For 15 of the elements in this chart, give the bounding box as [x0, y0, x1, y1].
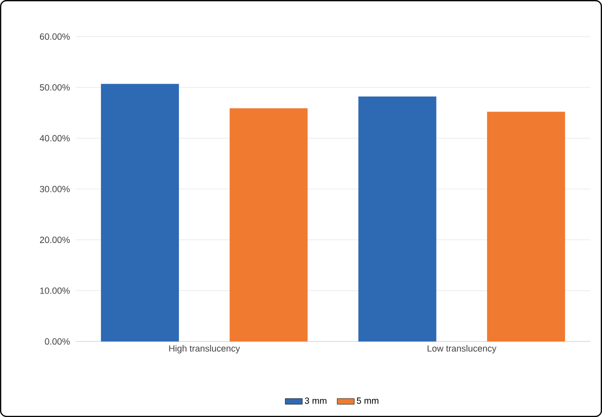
y-tick-label: 10.00%: [40, 287, 70, 294]
bar: [358, 96, 436, 342]
y-tick-label: 40.00%: [40, 135, 70, 142]
legend-label: 5 mm: [356, 398, 378, 404]
y-tick-label: 50.00%: [40, 84, 70, 91]
y-tick-label: 20.00%: [40, 236, 70, 244]
bar: [487, 112, 566, 342]
legend-label: 3 mm: [304, 397, 326, 404]
bar: [100, 84, 179, 342]
y-tick-label: 30.00%: [40, 186, 70, 192]
y-tick-label: 60.00%: [40, 33, 70, 40]
y-tick-label: 0.00%: [44, 338, 70, 345]
x-tick-label: Low translucency: [428, 344, 496, 354]
bar: [230, 108, 308, 342]
x-tick-label: High translucency: [169, 344, 240, 354]
